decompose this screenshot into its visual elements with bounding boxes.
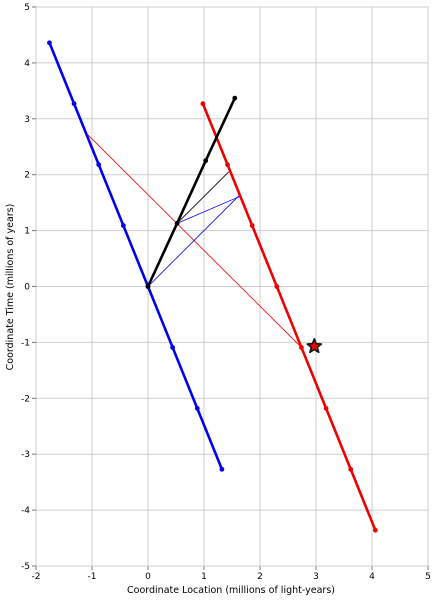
data-point [145,284,151,289]
y-tick-label: 4 [24,59,30,69]
data-point [372,527,378,533]
tick-labels: -2 -1 0 1 2 3 4 5 -5 -4 -3 -2 -1 0 1 2 3 4 5 [21,3,431,582]
data-point [225,162,230,168]
x-tick-label: 0 [145,572,151,582]
data-point [203,158,209,164]
y-tick-label: 0 [24,283,30,293]
connector-line [176,171,229,224]
y-tick-label: 1 [24,227,30,237]
x-tick-label: -2 [32,572,41,582]
y-tick-label: 3 [24,115,30,125]
connector-line [87,134,302,348]
x-tick-label: -1 [88,572,97,582]
star-marker [306,338,323,354]
worldline-series [145,95,238,289]
x-tick-label: 4 [369,572,375,582]
y-axis-label: Coordinate Time (millions of years) [5,204,16,371]
x-tick-label: 5 [425,572,431,582]
y-tick-label: 5 [24,3,30,13]
y-tick-label: -5 [21,562,30,572]
y-tick-label: 2 [24,171,30,181]
data-point [200,101,206,107]
worldline-series [200,101,378,533]
y-tick-label: -4 [21,506,30,516]
data-point [274,284,280,289]
annotations [306,338,323,354]
y-tick-label: -3 [21,450,30,460]
data-point [249,223,255,228]
grid [32,6,429,570]
data-point [174,220,180,226]
y-tick-label: -1 [21,338,30,348]
data-point [71,101,77,107]
worldline-path [201,102,377,532]
x-tick-label: 3 [313,572,319,582]
worldline-path [146,96,237,288]
connector-line [147,195,240,287]
data-point [323,405,329,411]
worldlines [47,40,378,533]
data-point [170,345,176,350]
x-axis-label: Coordinate Location (millions of light-y… [127,585,335,596]
data-point [219,466,225,472]
x-tick-label: 1 [201,572,207,582]
x-tick-label: 2 [257,572,263,582]
connector-line [176,195,242,224]
y-tick-label: -2 [21,394,30,404]
data-point [96,162,102,168]
data-point [348,466,354,472]
data-point [120,223,126,228]
data-point [299,345,304,350]
data-point [194,405,200,411]
data-point [47,40,52,46]
data-point [232,95,238,101]
worldline-path [48,41,224,471]
